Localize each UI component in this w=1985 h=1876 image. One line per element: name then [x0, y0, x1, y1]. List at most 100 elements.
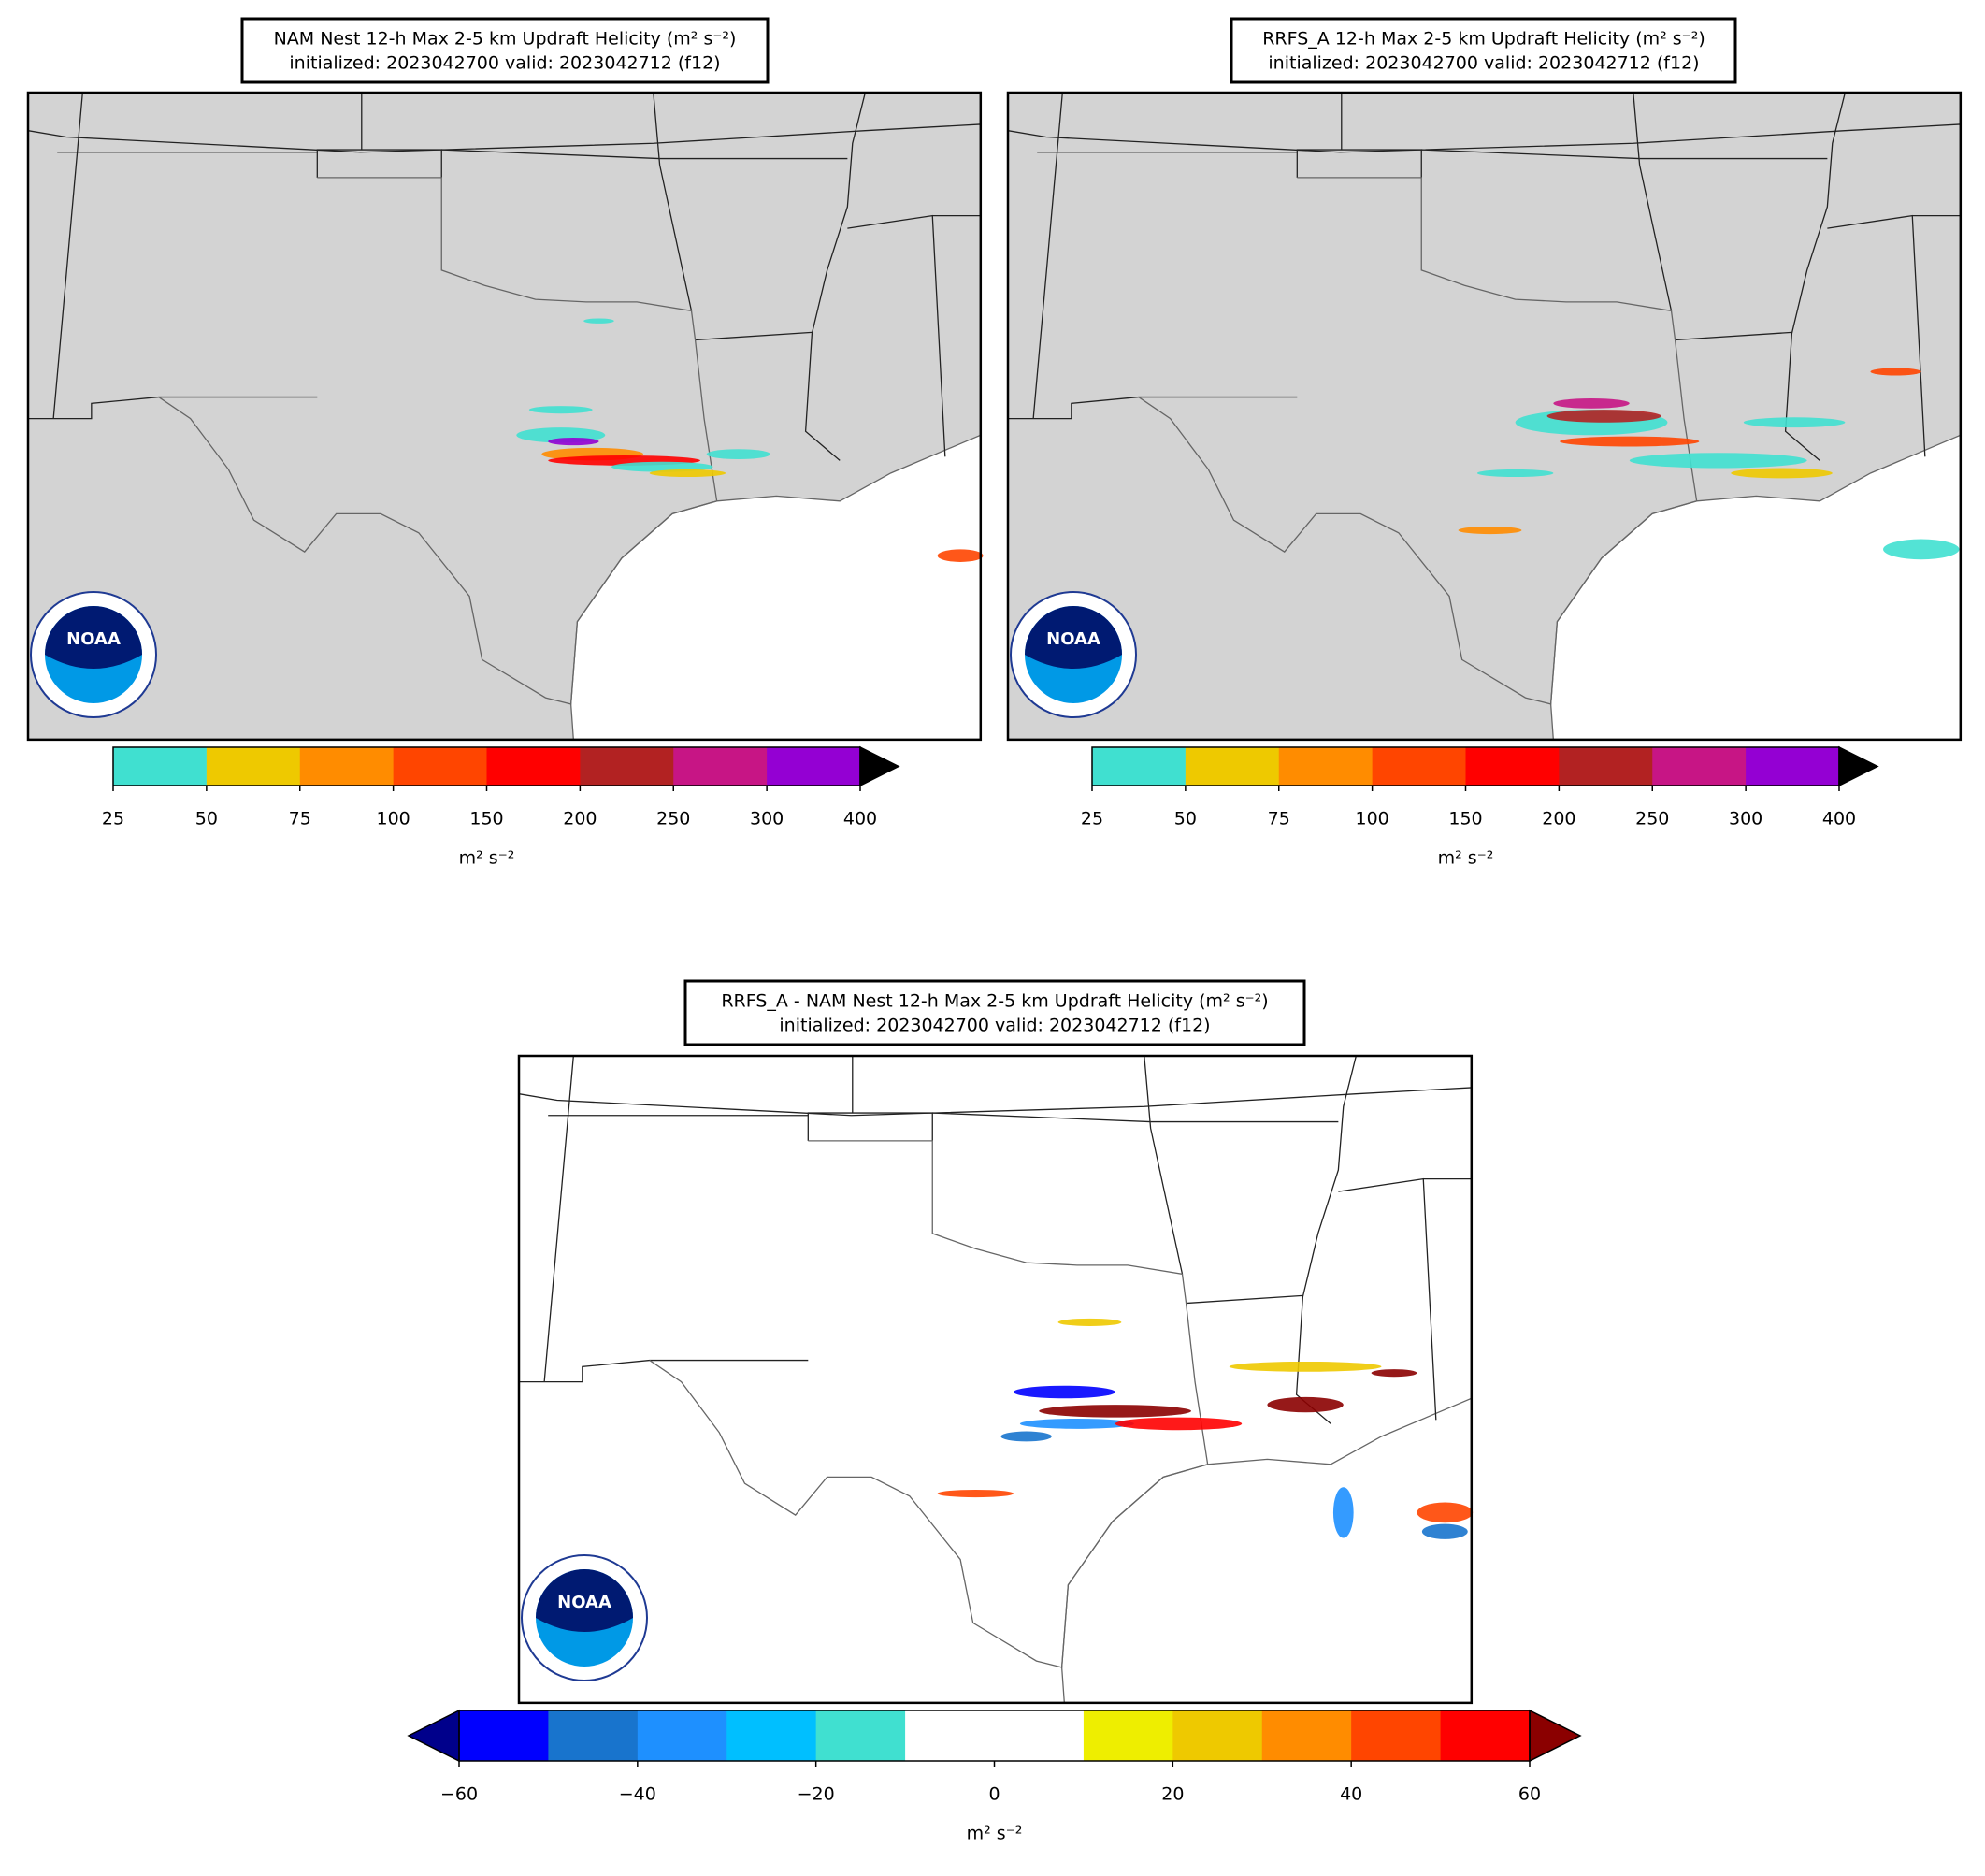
- colorbar-tick-label: 250: [656, 809, 690, 830]
- field-patch: [1629, 453, 1807, 469]
- map-frame: [517, 1054, 1474, 1705]
- field-patch: [1421, 1523, 1468, 1539]
- field: [1458, 368, 1960, 560]
- field-patch: [1057, 1318, 1122, 1326]
- field-patch: [1115, 1417, 1243, 1431]
- colorbar-tick-label: 40: [1340, 1784, 1362, 1805]
- title-line: NAM Nest 12-h Max 2-5 km Updraft Helicit…: [274, 29, 737, 50]
- colorbar-segment: [206, 747, 301, 786]
- field-patch: [937, 1489, 1014, 1498]
- panel: NOAA NAM Nest 12-h Max 2-5 km Updraft Hel…: [26, 17, 984, 869]
- field-patch: [1039, 1405, 1191, 1418]
- panel: NOAA RRFS_A 12-h Max 2-5 km Updraft Helic…: [1006, 17, 1963, 869]
- title-box: [240, 17, 770, 84]
- colorbar-tick-label: 50: [1174, 809, 1197, 830]
- field-patch: [1267, 1396, 1344, 1413]
- field-patch: [1371, 1369, 1417, 1378]
- field-patch: [1229, 1361, 1382, 1372]
- colorbar-label: m² s⁻²: [459, 848, 515, 869]
- colorbar-segment: [1372, 747, 1466, 786]
- colorbar-tick-label: 150: [469, 809, 503, 830]
- colorbar-segment: [1465, 747, 1560, 786]
- field-patch: [1476, 469, 1554, 478]
- colorbar-segment: [1746, 747, 1840, 786]
- title-box: [683, 979, 1306, 1046]
- colorbar-tick-label: 25: [102, 809, 124, 830]
- title-line: RRFS_A 12-h Max 2-5 km Updraft Helicity …: [1262, 29, 1705, 50]
- title-box: [1230, 17, 1737, 84]
- colorbar-tick-label: 300: [750, 809, 784, 830]
- field-patch: [1019, 1418, 1134, 1429]
- colorbar-tick-label: 200: [1542, 809, 1575, 830]
- colorbar-segment: [1559, 747, 1653, 786]
- field: [516, 318, 984, 562]
- colorbar-segment: [673, 747, 768, 786]
- field-patch: [1000, 1431, 1052, 1442]
- colorbar-segment: [1172, 1710, 1263, 1761]
- colorbar-segment: [815, 1710, 906, 1761]
- title-line: initialized: 2023042700 valid: 202304271…: [1268, 53, 1699, 74]
- field-patch: [528, 406, 593, 414]
- field-patch: [1417, 1502, 1474, 1523]
- field-patch: [1458, 526, 1522, 535]
- colorbar-tick-label: 100: [1355, 809, 1388, 830]
- colorbar-segment: [767, 747, 861, 786]
- map-frame: [1006, 91, 1963, 742]
- colorbar-segment: [994, 1710, 1085, 1761]
- logo-text: NOAA: [557, 1593, 611, 1612]
- extend-triangle: [407, 1709, 460, 1763]
- colorbar-segment: [393, 747, 487, 786]
- colorbar-tick-label: 150: [1448, 809, 1482, 830]
- field-patch: [548, 437, 599, 446]
- title-line: RRFS_A - NAM Nest 12-h Max 2-5 km Updraf…: [721, 991, 1268, 1012]
- colorbar-segment: [1652, 747, 1747, 786]
- colorbar-tick-label: 200: [563, 809, 597, 830]
- map-frame: [26, 91, 983, 742]
- field-patch: [706, 449, 770, 460]
- colorbar-tick-label: 100: [376, 809, 410, 830]
- field-patch: [1560, 436, 1700, 447]
- colorbar-tick-label: 75: [289, 809, 311, 830]
- colorbar-segment: [486, 747, 581, 786]
- extend-triangle: [859, 745, 900, 787]
- field-patch: [1743, 417, 1846, 428]
- colorbar-tick-label: −20: [798, 1784, 835, 1805]
- colorbar-segment: [113, 747, 208, 786]
- field-patch: [1014, 1385, 1115, 1399]
- colorbar-segment: [1261, 1710, 1352, 1761]
- logo-text: NOAA: [66, 629, 121, 649]
- colorbar-tick-label: 20: [1161, 1784, 1184, 1805]
- colorbar-segment: [905, 1710, 995, 1761]
- colorbar-tick-label: 50: [195, 809, 218, 830]
- colorbar-label: m² s⁻²: [967, 1824, 1023, 1844]
- title-line: initialized: 2023042700 valid: 202304271…: [289, 53, 720, 74]
- logo-top: [1025, 606, 1122, 669]
- field-patch: [1553, 397, 1630, 409]
- colorbar-segment: [1083, 1710, 1173, 1761]
- field-patch: [1883, 539, 1960, 560]
- colorbar-segment: [1440, 1710, 1531, 1761]
- colorbar-segment: [580, 747, 674, 786]
- colorbar-segment: [726, 1710, 817, 1761]
- colorbar-label: m² s⁻²: [1438, 848, 1494, 869]
- panel: NOAA RRFS_A - NAM Nest 12-h Max 2-5 km Up…: [407, 979, 1582, 1844]
- colorbar-tick-label: 60: [1518, 1784, 1541, 1805]
- colorbar-tick-label: −40: [619, 1784, 656, 1805]
- field-patch: [1332, 1487, 1354, 1538]
- field-patch: [937, 549, 984, 562]
- logo-top: [45, 606, 142, 669]
- colorbar-segment: [1092, 747, 1187, 786]
- field-patch: [1870, 368, 1921, 376]
- field: [937, 1318, 1474, 1539]
- colorbar-tick-label: 400: [1822, 809, 1856, 830]
- colorbar-tick-label: 250: [1635, 809, 1669, 830]
- colorbar-tick-label: 75: [1268, 809, 1290, 830]
- field-patch: [1546, 410, 1661, 423]
- panels: NOAA NAM Nest 12-h Max 2-5 km Updraft Hel…: [26, 17, 1963, 1844]
- colorbar-segment: [1185, 747, 1280, 786]
- colorbar-segment: [548, 1710, 639, 1761]
- colorbar-segment: [299, 747, 395, 786]
- logo-top: [536, 1569, 633, 1632]
- colorbar-segment: [459, 1710, 549, 1761]
